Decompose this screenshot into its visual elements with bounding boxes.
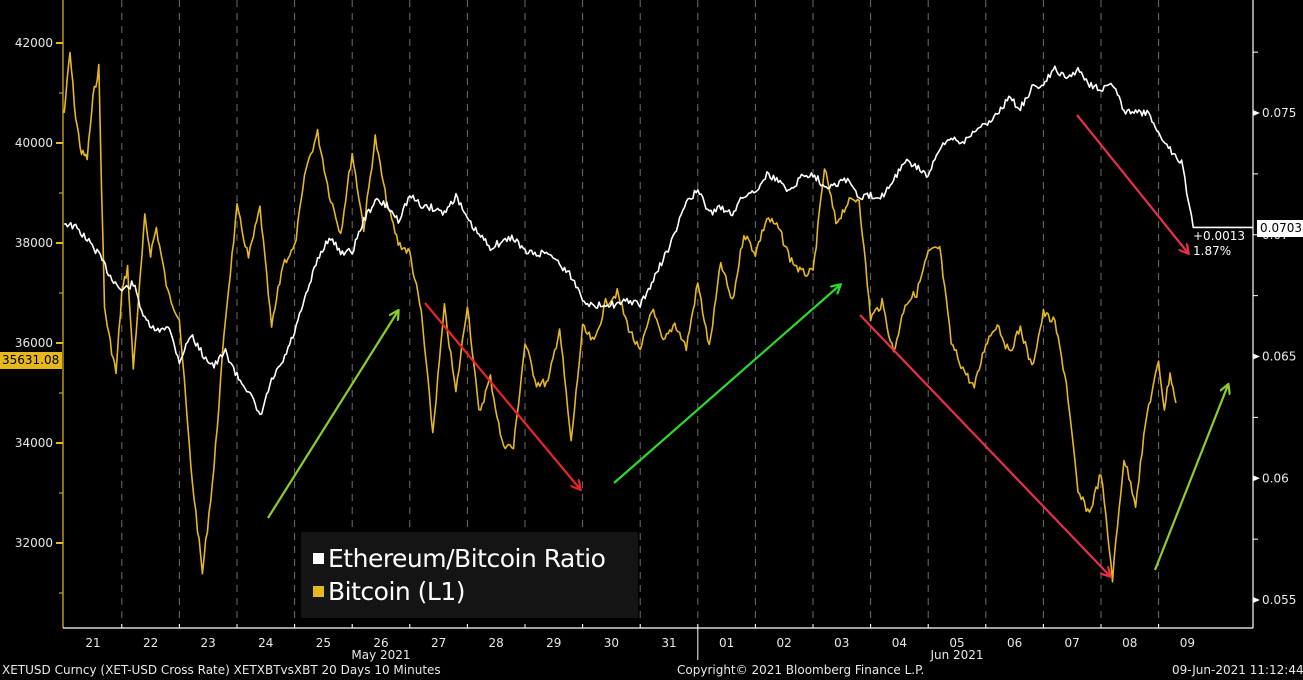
x-tick-label: 30: [604, 636, 619, 650]
x-tick-label: 01: [719, 636, 734, 650]
trend-arrows: [267, 114, 1228, 576]
legend-label-ratio: Ethereum/Bitcoin Ratio: [328, 544, 606, 573]
ratio-line: [64, 65, 1253, 416]
month-label-jun: Jun 2021: [929, 648, 983, 662]
x-tick-label: 21: [85, 636, 100, 650]
footer-copyright: Copyright© 2021 Bloomberg Finance L.P.: [677, 663, 925, 677]
right-tick-label: 0.075: [1262, 106, 1296, 120]
x-tick-label: 03: [834, 636, 849, 650]
x-tick-label: 22: [143, 636, 158, 650]
x-tick-label: 06: [1007, 636, 1022, 650]
trend-arrow-down-icon: [424, 302, 580, 489]
ratio-change-pct: 1.87%: [1193, 244, 1232, 258]
x-tick-label: 04: [892, 636, 907, 650]
x-tick-label: 09: [1180, 636, 1195, 650]
series-lines: [63, 51, 1253, 583]
legend-swatch-bitcoin-icon: [313, 585, 324, 597]
footer-security-description: XETUSD Curncy (XET-USD Cross Rate) XETXB…: [2, 663, 441, 677]
x-tick-label: 31: [661, 636, 676, 650]
left-tick-label: 42000: [15, 36, 53, 50]
month-label-may: May 2021: [351, 648, 410, 662]
x-tick-label: 26: [373, 636, 388, 650]
legend-label-bitcoin: Bitcoin (L1): [328, 577, 466, 606]
day-gridlines: [121, 0, 1160, 628]
x-tick-label: 05: [949, 636, 964, 650]
x-tick-label: 07: [1065, 636, 1080, 650]
x-tick-label: 08: [1122, 636, 1137, 650]
x-tick-label: 25: [316, 636, 331, 650]
bitcoin-line: [63, 51, 1177, 583]
x-tick-label: 23: [201, 636, 216, 650]
right-tick-label: 0.065: [1262, 350, 1296, 364]
bitcoin-last-value-tag: 35631.08: [0, 352, 63, 369]
x-tick-label: 29: [546, 636, 561, 650]
right-tick-label: 0.055: [1262, 593, 1296, 607]
x-tick-label: 02: [777, 636, 792, 650]
legend: Ethereum/Bitcoin Ratio Bitcoin (L1): [301, 532, 638, 618]
x-tick-label: 27: [431, 636, 446, 650]
trend-arrow-down-icon: [1076, 114, 1188, 253]
left-tick-label: 38000: [15, 236, 53, 250]
right-tick-label: 0.06: [1262, 471, 1289, 485]
ratio-last-value-tag: 0.0703: [1257, 220, 1303, 237]
trend-arrow-up-icon: [613, 285, 840, 484]
x-tick-label: 24: [258, 636, 273, 650]
legend-item-bitcoin: Bitcoin (L1): [313, 577, 466, 606]
left-tick-label: 34000: [15, 436, 53, 450]
left-tick-label: 40000: [15, 136, 53, 150]
trend-arrow-up-icon: [267, 311, 398, 519]
legend-swatch-ratio-icon: [313, 552, 324, 564]
left-tick-label: 36000: [15, 336, 53, 350]
left-tick-label: 32000: [15, 536, 53, 550]
trend-arrow-down-icon: [859, 314, 1110, 576]
trend-arrow-up-icon: [1153, 385, 1228, 571]
axes: 42000 40000 38000 36000 34000 32000 0.075 0.065…: [15, 0, 1296, 662]
ratio-change-abs: +0.0013: [1193, 229, 1246, 243]
x-tick-label: 28: [489, 636, 504, 650]
footer-timestamp: 09-Jun-2021 11:12:44: [1172, 663, 1303, 677]
legend-item-ratio: Ethereum/Bitcoin Ratio: [313, 544, 606, 573]
